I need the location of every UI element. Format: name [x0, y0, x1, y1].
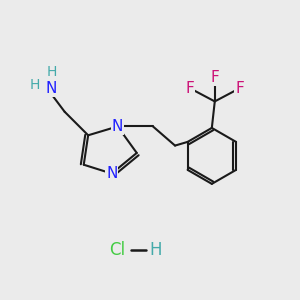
Text: N: N: [106, 166, 117, 181]
Text: H: H: [150, 241, 162, 259]
Text: F: F: [210, 70, 219, 86]
Text: N: N: [46, 81, 57, 96]
Text: H: H: [30, 78, 40, 92]
Text: H: H: [46, 65, 56, 79]
Text: Cl: Cl: [110, 241, 126, 259]
Text: F: F: [185, 81, 194, 96]
Text: F: F: [236, 81, 244, 96]
Text: N: N: [112, 119, 123, 134]
